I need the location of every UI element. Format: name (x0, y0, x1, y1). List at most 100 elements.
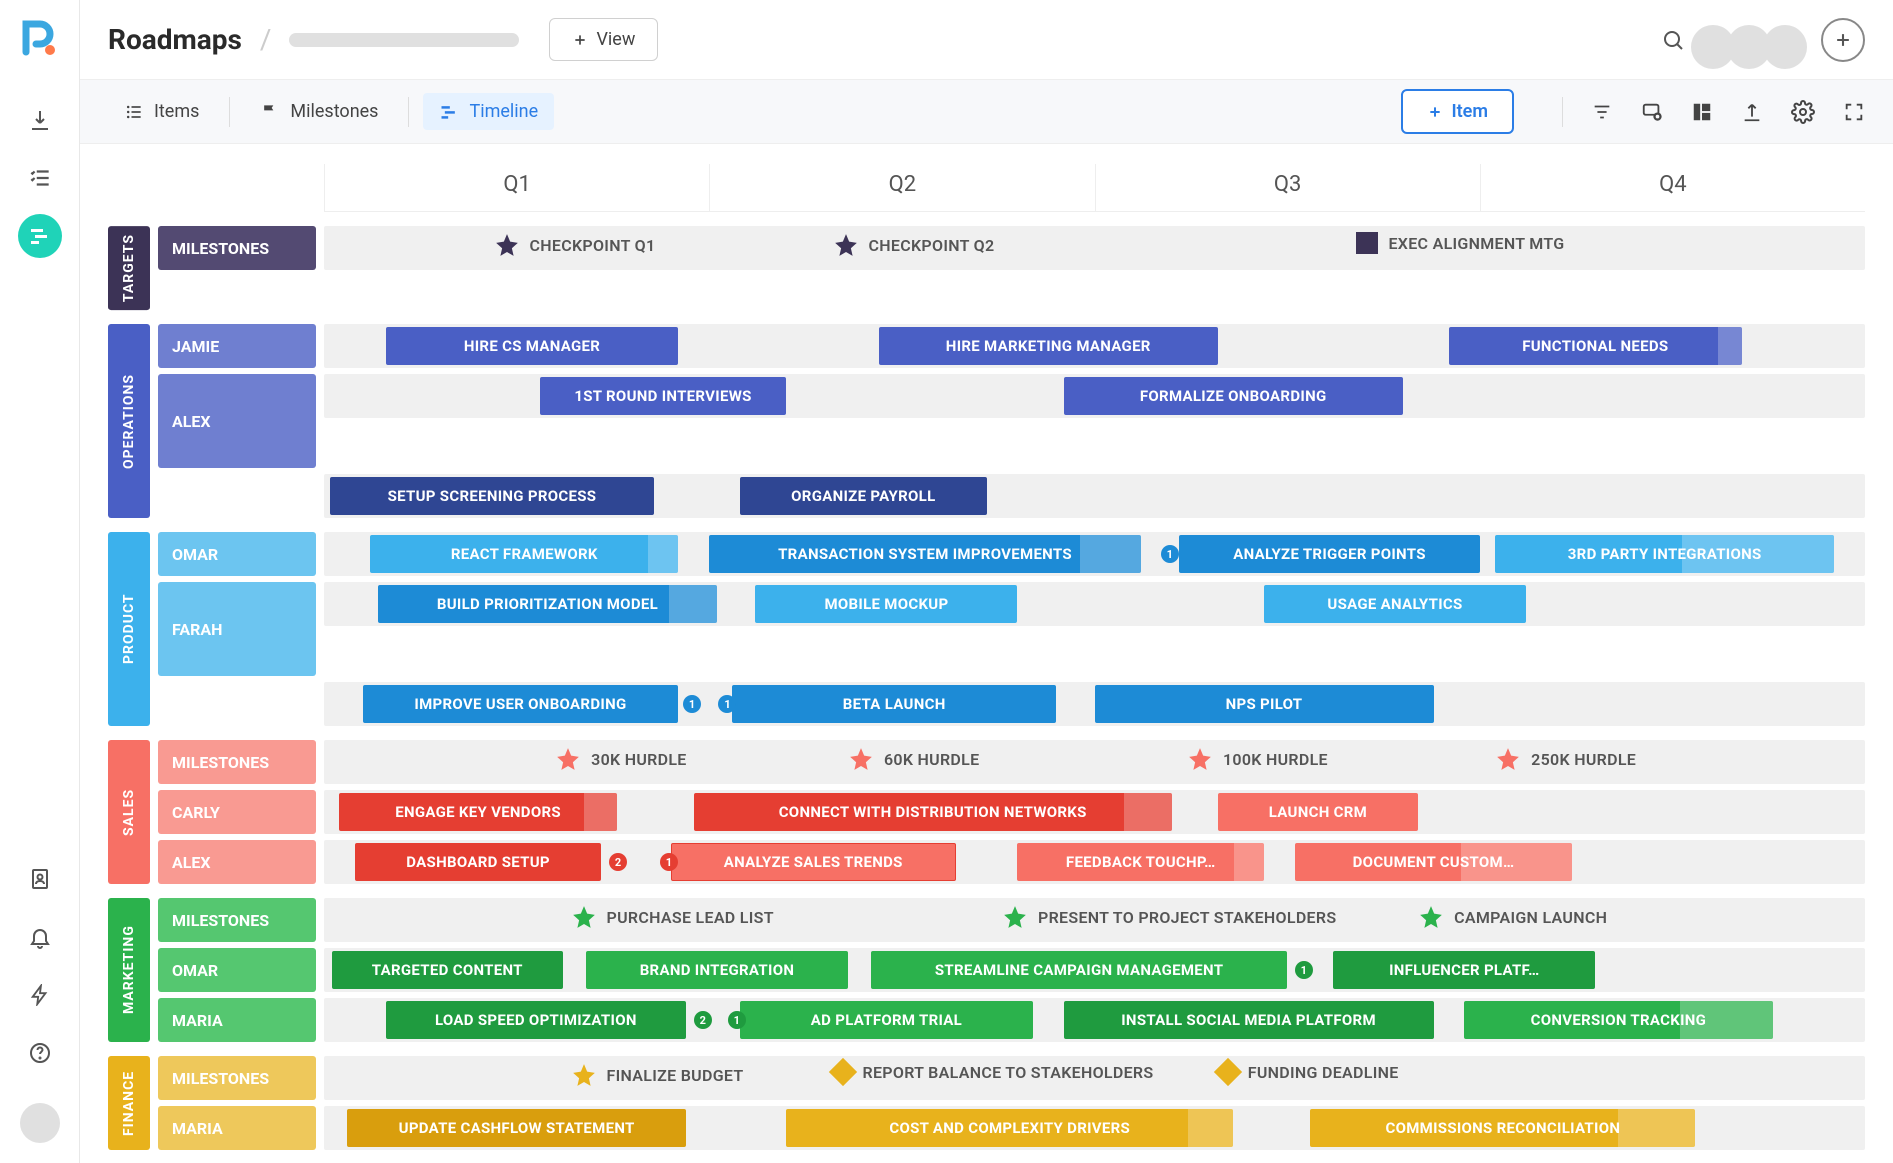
group-tab[interactable]: TARGETS (108, 226, 150, 310)
lane-label[interactable]: MILESTONES (158, 226, 316, 270)
lane-label[interactable]: CARLY (158, 790, 316, 834)
tab-milestones[interactable]: Milestones (244, 93, 394, 130)
timeline-bar[interactable]: 1ST ROUND INTERVIEWS (540, 377, 787, 415)
milestone[interactable]: EXEC ALIGNMENT MTG (1356, 232, 1564, 254)
milestone[interactable]: CHECKPOINT Q1 (494, 232, 656, 258)
timeline-bar[interactable]: DASHBOARD SETUP (355, 843, 602, 881)
timeline-bar[interactable]: HIRE MARKETING MANAGER (879, 327, 1218, 365)
bolt-icon[interactable] (18, 973, 62, 1017)
lane-track[interactable]: 30K HURDLE 60K HURDLE 100K HURDLE 250K HURD… (324, 740, 1865, 784)
filter-icon[interactable] (1591, 101, 1613, 123)
lane-track[interactable]: TARGETED CONTENTBRAND INTEGRATIONSTREAML… (324, 948, 1865, 992)
timeline-bar[interactable]: FUNCTIONAL NEEDS (1449, 327, 1742, 365)
timeline-bar[interactable]: LAUNCH CRM (1218, 793, 1418, 831)
milestone[interactable]: CHECKPOINT Q2 (833, 232, 995, 258)
contacts-icon[interactable] (18, 857, 62, 901)
milestone[interactable]: PRESENT TO PROJECT STAKEHOLDERS (1002, 904, 1336, 930)
timeline-bar[interactable]: INFLUENCER PLATF… (1333, 951, 1595, 989)
layout-icon[interactable] (1691, 101, 1713, 123)
help-icon[interactable] (18, 1031, 62, 1075)
timeline-bar[interactable]: ORGANIZE PAYROLL (740, 477, 987, 515)
settings-icon[interactable] (1791, 100, 1815, 124)
milestone[interactable]: 60K HURDLE (848, 746, 980, 772)
milestone[interactable]: FINALIZE BUDGET (571, 1062, 744, 1088)
timeline-bar[interactable]: UPDATE CASHFLOW STATEMENT (347, 1109, 686, 1147)
dependency-dot[interactable]: 1 (1161, 545, 1179, 563)
import-icon[interactable] (18, 98, 62, 142)
timeline-bar[interactable]: FEEDBACK TOUCHP… (1017, 843, 1264, 881)
lane-label[interactable]: MARIA (158, 998, 316, 1042)
add-member-button[interactable] (1821, 18, 1865, 62)
timeline-nav-icon[interactable] (18, 214, 62, 258)
timeline-bar[interactable]: USAGE ANALYTICS (1264, 585, 1526, 623)
fullscreen-icon[interactable] (1843, 101, 1865, 123)
timeline-bar[interactable]: AD PLATFORM TRIAL (740, 1001, 1033, 1039)
dependency-dot[interactable]: 1 (660, 853, 678, 871)
lane-track[interactable]: REACT FRAMEWORKTRANSACTION SYSTEM IMPROV… (324, 532, 1865, 576)
dependency-dot[interactable]: 2 (609, 853, 627, 871)
timeline-bar[interactable]: BUILD PRIORITIZATION MODEL (378, 585, 717, 623)
milestone[interactable]: 30K HURDLE (555, 746, 687, 772)
timeline-bar[interactable]: STREAMLINE CAMPAIGN MANAGEMENT (871, 951, 1287, 989)
lane-track[interactable]: PURCHASE LEAD LIST PRESENT TO PROJECT STA… (324, 898, 1865, 942)
timeline-bar[interactable]: LOAD SPEED OPTIMIZATION (386, 1001, 686, 1039)
lane-label[interactable]: MILESTONES (158, 898, 316, 942)
timeline-bar[interactable]: TRANSACTION SYSTEM IMPROVEMENTS (709, 535, 1140, 573)
timeline-bar[interactable]: COMMISSIONS RECONCILIATION (1310, 1109, 1695, 1147)
milestone[interactable]: 250K HURDLE (1495, 746, 1636, 772)
group-tab[interactable]: OPERATIONS (108, 324, 150, 518)
lane-track[interactable]: LOAD SPEED OPTIMIZATION 2 AD PLATFORM TRIA… (324, 998, 1865, 1042)
timeline-bar[interactable]: DOCUMENT CUSTOM… (1295, 843, 1572, 881)
lane-track[interactable]: CHECKPOINT Q1 CHECKPOINT Q2 EXEC ALIGNMENT… (324, 226, 1865, 270)
timeline-bar[interactable]: NPS PILOT (1095, 685, 1434, 723)
timeline-bar[interactable]: BETA LAUNCH (732, 685, 1056, 723)
lane-label[interactable]: ALEX (158, 840, 316, 884)
dependency-dot[interactable]: 2 (694, 1011, 712, 1029)
group-tab[interactable]: SALES (108, 740, 150, 884)
lane-track[interactable]: DASHBOARD SETUP 2 ANALYZE SALES TRENDS1 FEE… (324, 840, 1865, 884)
lane-label[interactable]: MARIA (158, 1106, 316, 1150)
lane-track[interactable]: 1ST ROUND INTERVIEWS FORMALIZE ONBOARDING (324, 374, 1865, 418)
lane-label[interactable]: JAMIE (158, 324, 316, 368)
timeline-bar[interactable]: SETUP SCREENING PROCESS (330, 477, 654, 515)
add-item-button[interactable]: Item (1401, 89, 1514, 134)
dependency-dot[interactable]: 1 (1295, 961, 1313, 979)
lane-track[interactable]: HIRE CS MANAGER HIRE MARKETING MANAGER FUN… (324, 324, 1865, 368)
lane-label[interactable]: OMAR (158, 948, 316, 992)
milestone[interactable]: FUNDING DEADLINE (1218, 1062, 1399, 1082)
timeline-bar[interactable]: CONVERSION TRACKING (1464, 1001, 1772, 1039)
timeline-bar[interactable]: ANALYZE TRIGGER POINTS (1179, 535, 1479, 573)
timeline-bar[interactable]: CONNECT WITH DISTRIBUTION NETWORKS (694, 793, 1172, 831)
lane-track[interactable]: IMPROVE USER ONBOARDING1BETA LAUNCH1NPS … (324, 682, 1865, 726)
list-check-icon[interactable] (18, 156, 62, 200)
member-avatar[interactable] (1763, 25, 1807, 69)
lane-label[interactable]: FARAH (158, 582, 316, 676)
milestone[interactable]: REPORT BALANCE TO STAKEHOLDERS (833, 1062, 1154, 1082)
lane-track[interactable]: UPDATE CASHFLOW STATEMENT COST AND COMPLE… (324, 1106, 1865, 1150)
timeline-bar[interactable]: ANALYZE SALES TRENDS (671, 843, 956, 881)
timeline-bar[interactable]: 3RD PARTY INTEGRATIONS (1495, 535, 1834, 573)
group-tab[interactable]: PRODUCT (108, 532, 150, 726)
milestone[interactable]: PURCHASE LEAD LIST (571, 904, 774, 930)
lane-track[interactable]: BUILD PRIORITIZATION MODEL MOBILE MOCKUP U… (324, 582, 1865, 626)
timeline-bar[interactable]: HIRE CS MANAGER (386, 327, 679, 365)
group-tab[interactable]: FINANCE (108, 1056, 150, 1150)
timeline-bar[interactable]: FORMALIZE ONBOARDING (1064, 377, 1403, 415)
export-icon[interactable] (1741, 101, 1763, 123)
timeline-bar[interactable]: BRAND INTEGRATION (586, 951, 848, 989)
dependency-dot[interactable]: 1 (728, 1011, 746, 1029)
lane-label[interactable]: OMAR (158, 532, 316, 576)
timeline-bar[interactable]: MOBILE MOCKUP (755, 585, 1017, 623)
timeline-bar[interactable]: COST AND COMPLEXITY DRIVERS (786, 1109, 1233, 1147)
lane-track[interactable]: SETUP SCREENING PROCESS ORGANIZE PAYROLL (324, 474, 1865, 518)
link-icon[interactable] (1641, 101, 1663, 123)
timeline-bar[interactable]: IMPROVE USER ONBOARDING (363, 685, 679, 723)
lane-label[interactable]: MILESTONES (158, 740, 316, 784)
group-tab[interactable]: MARKETING (108, 898, 150, 1042)
add-view-button[interactable]: View (549, 18, 658, 61)
milestone[interactable]: 100K HURDLE (1187, 746, 1328, 772)
dependency-dot[interactable]: 1 (683, 695, 701, 713)
lane-label[interactable]: MILESTONES (158, 1056, 316, 1100)
milestone[interactable]: CAMPAIGN LAUNCH (1418, 904, 1607, 930)
tab-timeline[interactable]: Timeline (423, 93, 554, 130)
